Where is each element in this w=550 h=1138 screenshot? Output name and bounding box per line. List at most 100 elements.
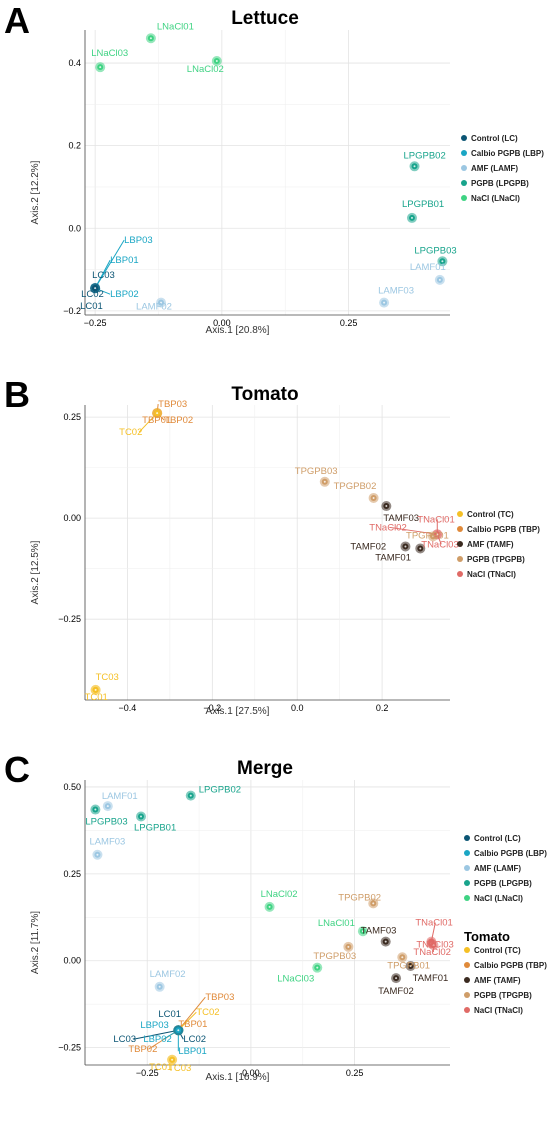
point-center	[158, 985, 161, 988]
gridlines	[85, 780, 450, 1065]
point-lamf02	[156, 297, 167, 308]
point-center	[395, 977, 398, 980]
y-tick-label: −0.25	[58, 1043, 81, 1053]
legend-label-lnacl: NaCl (LNaCl)	[474, 894, 523, 903]
point-center	[419, 547, 422, 550]
legend-label-tamf: AMF (TAMF)	[467, 540, 514, 549]
x-tick-label: −0.25	[136, 1068, 159, 1078]
point-label-tnacl03: TNaCl03	[421, 539, 459, 550]
point-label-lamf02: LAMF02	[136, 302, 172, 313]
point-lnacl02	[264, 901, 275, 912]
legend: Control (LC) Calbio PGPB (LBP) AMF (LAMF) P…	[464, 834, 547, 903]
legend-swatch-tamf	[464, 977, 470, 983]
point-lnacl01	[357, 926, 368, 937]
legend-label-lbp: Calbio PGPB (LBP)	[471, 149, 544, 158]
data-points	[90, 790, 439, 1065]
point-lpgpb03	[437, 256, 448, 267]
legend-label-tc: Control (TC)	[467, 510, 514, 519]
point-label-lc03: LC03	[113, 1034, 136, 1045]
legend-swatch-lpgpb	[464, 880, 470, 886]
point-center	[441, 260, 444, 263]
point-lc01	[90, 283, 101, 294]
legend-swatch-lpgpb	[461, 180, 467, 186]
point-label-tnacl02: TNaCl02	[369, 522, 407, 533]
legend-label-lamf: AMF (LAMF)	[474, 864, 521, 873]
point-center	[383, 301, 386, 304]
point-center	[413, 165, 416, 168]
point-label-tc03: TC03	[96, 672, 119, 683]
y-axis-label: Axis.2 [12.5%]	[30, 540, 41, 604]
point-lpgpb03	[90, 804, 101, 815]
point-center	[438, 278, 441, 281]
y-tick-label: 0.00	[63, 956, 81, 966]
point-label-tamf01: TAMF01	[375, 552, 411, 563]
point-center	[409, 964, 412, 967]
point-lnacl03	[312, 962, 323, 973]
point-label-lnacl01: LNaCl01	[157, 21, 194, 32]
point-center	[404, 545, 407, 548]
x-tick-label: −0.25	[84, 318, 107, 328]
leader-line-tbp03	[177, 996, 206, 1031]
point-center	[94, 688, 97, 691]
y-axis-label: Axis.2 [11.7%]	[30, 911, 41, 974]
point-label-lpgpb02: LPGPB02	[199, 785, 241, 796]
x-tick-label: −0.2	[203, 703, 221, 713]
chart-title: Tomato	[231, 384, 298, 405]
point-lamf03	[379, 297, 390, 308]
legend-title: Tomato	[464, 929, 510, 944]
x-axis-label: Axis.1 [27.5%]	[206, 706, 270, 717]
point-label-lnacl01: LNaCl01	[318, 918, 355, 929]
y-tick-label: 0.4	[68, 58, 81, 68]
y-tick-label: 0.00	[63, 513, 81, 523]
point-label-lpgpb01: LPGPB01	[134, 822, 176, 833]
point-label-tbp03: TBP03	[158, 399, 187, 410]
point-center	[432, 535, 435, 538]
point-label-tpgpb01: TPGPB01	[387, 960, 430, 971]
point-label-lnacl02: LNaCl02	[187, 64, 224, 75]
leader-line-lc03	[133, 1029, 179, 1040]
point-lpgpb02	[185, 790, 196, 801]
x-tick-label: 0.25	[346, 1068, 364, 1078]
point-label-lbp01: LBP01	[110, 255, 139, 266]
point-tc02	[152, 408, 163, 419]
point-label-lpgpb01: LPGPB01	[402, 199, 444, 210]
chart-title: Merge	[237, 758, 293, 779]
point-center	[347, 945, 350, 948]
point-label-tbp01: TBP01	[178, 1019, 207, 1030]
point-tc01	[90, 684, 101, 695]
point-center	[96, 853, 99, 856]
legend-label-lc: Control (LC)	[471, 134, 518, 143]
point-label-lnacl03: LNaCl03	[91, 48, 128, 59]
point-label-lpgpb03: LPGPB03	[414, 245, 456, 256]
legend-label-tnacl: NaCl (TNaCl)	[474, 1006, 523, 1015]
point-lnacl01	[145, 33, 156, 44]
point-label-tamf01: TAMF01	[413, 973, 449, 984]
legend-tomato: Tomato Control (TC) Calbio PGPB (TBP) AMF (…	[464, 929, 547, 1015]
point-label-tbp02: TBP02	[128, 1044, 157, 1055]
legend-swatch-tbp	[457, 526, 463, 532]
gridlines	[85, 405, 450, 700]
point-label-tamf03: TAMF03	[383, 513, 419, 524]
point-center	[99, 66, 102, 69]
point-center	[106, 805, 109, 808]
x-tick-label: −0.4	[119, 703, 137, 713]
legend-swatch-lamf	[461, 165, 467, 171]
data-points	[90, 408, 443, 695]
point-label-tnacl01: TNaCl01	[415, 918, 453, 929]
legend-label-lnacl: NaCl (LNaCl)	[471, 194, 520, 203]
point-tpgpb02	[368, 898, 379, 909]
point-lpgpb01	[406, 212, 417, 223]
point-lnacl03	[95, 62, 106, 73]
legend-swatch-lbp	[464, 850, 470, 856]
point-label-lbp01: LBP01	[178, 1046, 207, 1057]
point-label-lpgpb02: LPGPB02	[404, 150, 446, 161]
point-center	[189, 794, 192, 797]
legend-swatch-lc	[464, 835, 470, 841]
point-label-lnacl03: LNaCl03	[277, 974, 314, 985]
legend-label-lpgpb: PGPB (LPGPB)	[471, 179, 529, 188]
legend-label-tnacl: NaCl (TNaCl)	[467, 570, 516, 579]
point-label-lamf01: LAMF01	[410, 262, 446, 273]
legend-label-tpgpb: PGPB (TPGPB)	[467, 555, 525, 564]
legend: Control (TC) Calbio PGPB (TBP) AMF (TAMF) P…	[457, 510, 540, 579]
